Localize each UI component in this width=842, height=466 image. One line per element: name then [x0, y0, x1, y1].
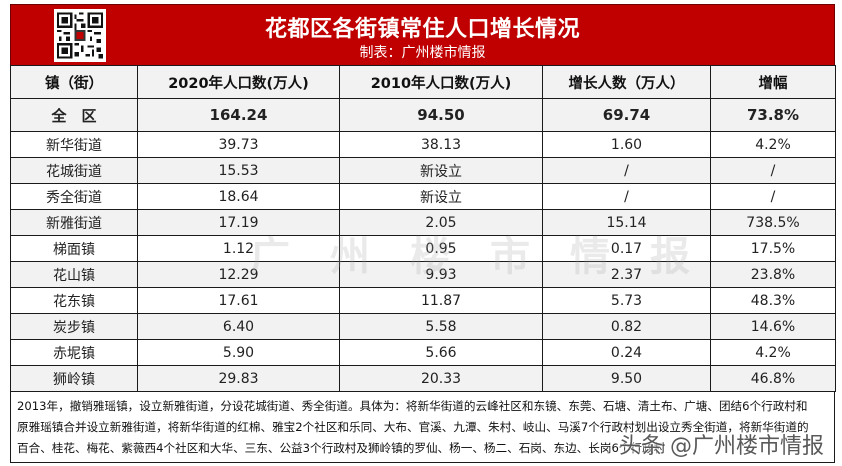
- cell-district: 花城街道: [10, 157, 138, 184]
- cell-pop-2010: 0.95: [339, 235, 543, 262]
- source-brand-watermark: 头条 @广州楼市情报: [619, 434, 824, 459]
- table-row-total: 全 区 164.24 94.50 69.74 73.8%: [10, 98, 836, 132]
- cell-pop-2010: 新设立: [339, 157, 543, 184]
- table-row: 花山镇 12.29 9.93 2.37 23.8%: [10, 261, 836, 288]
- cell-pop-2020: 29.83: [137, 365, 340, 392]
- table-row: 花城街道 15.53 新设立 / /: [10, 157, 836, 184]
- footnote-line: 原雅瑶镇合并设立新雅街道，将新华街道的红棉、雅宝2个社区和乐同、大布、官溪、九潭…: [17, 420, 809, 434]
- cell-pop-2010: 20.33: [339, 365, 543, 392]
- cell-district: 狮岭镇: [10, 365, 138, 392]
- cell-pop-2010: 5.58: [339, 313, 543, 340]
- cell-district: 全 区: [10, 98, 138, 132]
- cell-pop-2020: 6.40: [137, 313, 340, 340]
- table-header-row: 镇（街） 2020年人口数(万人) 2010年人口数(万人) 增长人数（万人） …: [10, 65, 836, 99]
- column-header-growth: 增长人数（万人）: [542, 65, 711, 99]
- cell-growth: 69.74: [542, 98, 711, 132]
- cell-district: 花东镇: [10, 287, 138, 314]
- table-row-highlight: 新雅街道 17.19 2.05 15.14 738.5%: [10, 209, 836, 236]
- cell-growth: 1.60: [542, 131, 711, 158]
- cell-pop-2010: 5.66: [339, 339, 543, 366]
- cell-growth-rate: /: [710, 183, 836, 210]
- cell-growth-rate: 48.3%: [710, 287, 836, 314]
- cell-growth-rate: 14.6%: [710, 313, 836, 340]
- cell-growth-rate: 4.2%: [710, 339, 836, 366]
- cell-district: 新雅街道: [10, 209, 138, 236]
- cell-pop-2010: 11.87: [339, 287, 543, 314]
- column-header-pop-2020: 2020年人口数(万人): [137, 65, 340, 99]
- cell-pop-2010: 新设立: [339, 183, 543, 210]
- cell-growth: /: [542, 157, 711, 184]
- cell-pop-2020: 39.73: [137, 131, 340, 158]
- footnote: 2013年，撤销雅瑶镇，设立新雅街道，分设花城街道、秀全街道。具体为：将新华街道…: [10, 392, 835, 463]
- cell-growth-rate: 4.2%: [710, 131, 836, 158]
- cell-growth-rate: 46.8%: [710, 365, 836, 392]
- table-row: 狮岭镇 29.83 20.33 9.50 46.8%: [10, 365, 836, 392]
- footnote-line: 2013年，撤销雅瑶镇，设立新雅街道，分设花城街道、秀全街道。具体为：将新华街道…: [17, 399, 808, 413]
- cell-growth-rate: /: [710, 157, 836, 184]
- cell-growth: 2.37: [542, 261, 711, 288]
- table-row: 梯面镇 1.12 0.95 0.17 17.5%: [10, 235, 836, 262]
- table-row: 炭步镇 6.40 5.58 0.82 14.6%: [10, 313, 836, 340]
- cell-district: 梯面镇: [10, 235, 138, 262]
- cell-pop-2020: 12.29: [137, 261, 340, 288]
- cell-pop-2020: 18.64: [137, 183, 340, 210]
- cell-pop-2020: 164.24: [137, 98, 340, 132]
- page-subtitle: 制表：广州楼市情报: [359, 45, 486, 61]
- cell-growth-rate: 23.8%: [710, 261, 836, 288]
- cell-pop-2020: 17.61: [137, 287, 340, 314]
- cell-pop-2020: 5.90: [137, 339, 340, 366]
- cell-growth: /: [542, 183, 711, 210]
- cell-growth: 9.50: [542, 365, 711, 392]
- footnote-line: 百合、桂花、梅花、紫薇西4个社区和大华、三东、公益3个行政村及狮岭镇的罗仙、杨一…: [17, 441, 666, 455]
- cell-district: 赤坭镇: [10, 339, 138, 366]
- cell-pop-2020: 15.53: [137, 157, 340, 184]
- title-bar: 花都区各街镇常住人口增长情况 制表：广州楼市情报: [10, 4, 835, 65]
- cell-growth: 0.24: [542, 339, 711, 366]
- column-header-district: 镇（街）: [10, 65, 138, 99]
- table-row: 秀全街道 18.64 新设立 / /: [10, 183, 836, 210]
- table-row: 新华街道 39.73 38.13 1.60 4.2%: [10, 131, 836, 158]
- cell-growth-highlight: 15.14: [542, 209, 711, 236]
- cell-pop-2010: 38.13: [339, 131, 543, 158]
- column-header-growth-rate: 增幅: [710, 65, 836, 99]
- page-title: 花都区各街镇常住人口增长情况: [264, 17, 580, 42]
- cell-pop-2010: 94.50: [339, 98, 543, 132]
- cell-district: 炭步镇: [10, 313, 138, 340]
- cell-growth: 0.17: [542, 235, 711, 262]
- table-row: 花东镇 17.61 11.87 5.73 48.3%: [10, 287, 836, 314]
- cell-pop-2020: 1.12: [137, 235, 340, 262]
- column-header-pop-2010: 2010年人口数(万人): [339, 65, 543, 99]
- cell-district: 花山镇: [10, 261, 138, 288]
- cell-pop-2020: 17.19: [137, 209, 340, 236]
- cell-growth: 0.82: [542, 313, 711, 340]
- qr-code-icon: [54, 9, 106, 62]
- cell-pop-2010: 2.05: [339, 209, 543, 236]
- cell-growth: 5.73: [542, 287, 711, 314]
- cell-growth-rate: 17.5%: [710, 235, 836, 262]
- cell-growth-rate-highlight: 738.5%: [710, 209, 836, 236]
- population-table-sheet: 花都区各街镇常住人口增长情况 制表：广州楼市情报 镇（街） 2020年人口数(万…: [10, 4, 836, 463]
- cell-pop-2010: 9.93: [339, 261, 543, 288]
- cell-growth-rate: 73.8%: [710, 98, 836, 132]
- cell-district: 新华街道: [10, 131, 138, 158]
- population-table: 镇（街） 2020年人口数(万人) 2010年人口数(万人) 增长人数（万人） …: [10, 65, 836, 392]
- table-row: 赤坭镇 5.90 5.66 0.24 4.2%: [10, 339, 836, 366]
- cell-district: 秀全街道: [10, 183, 138, 210]
